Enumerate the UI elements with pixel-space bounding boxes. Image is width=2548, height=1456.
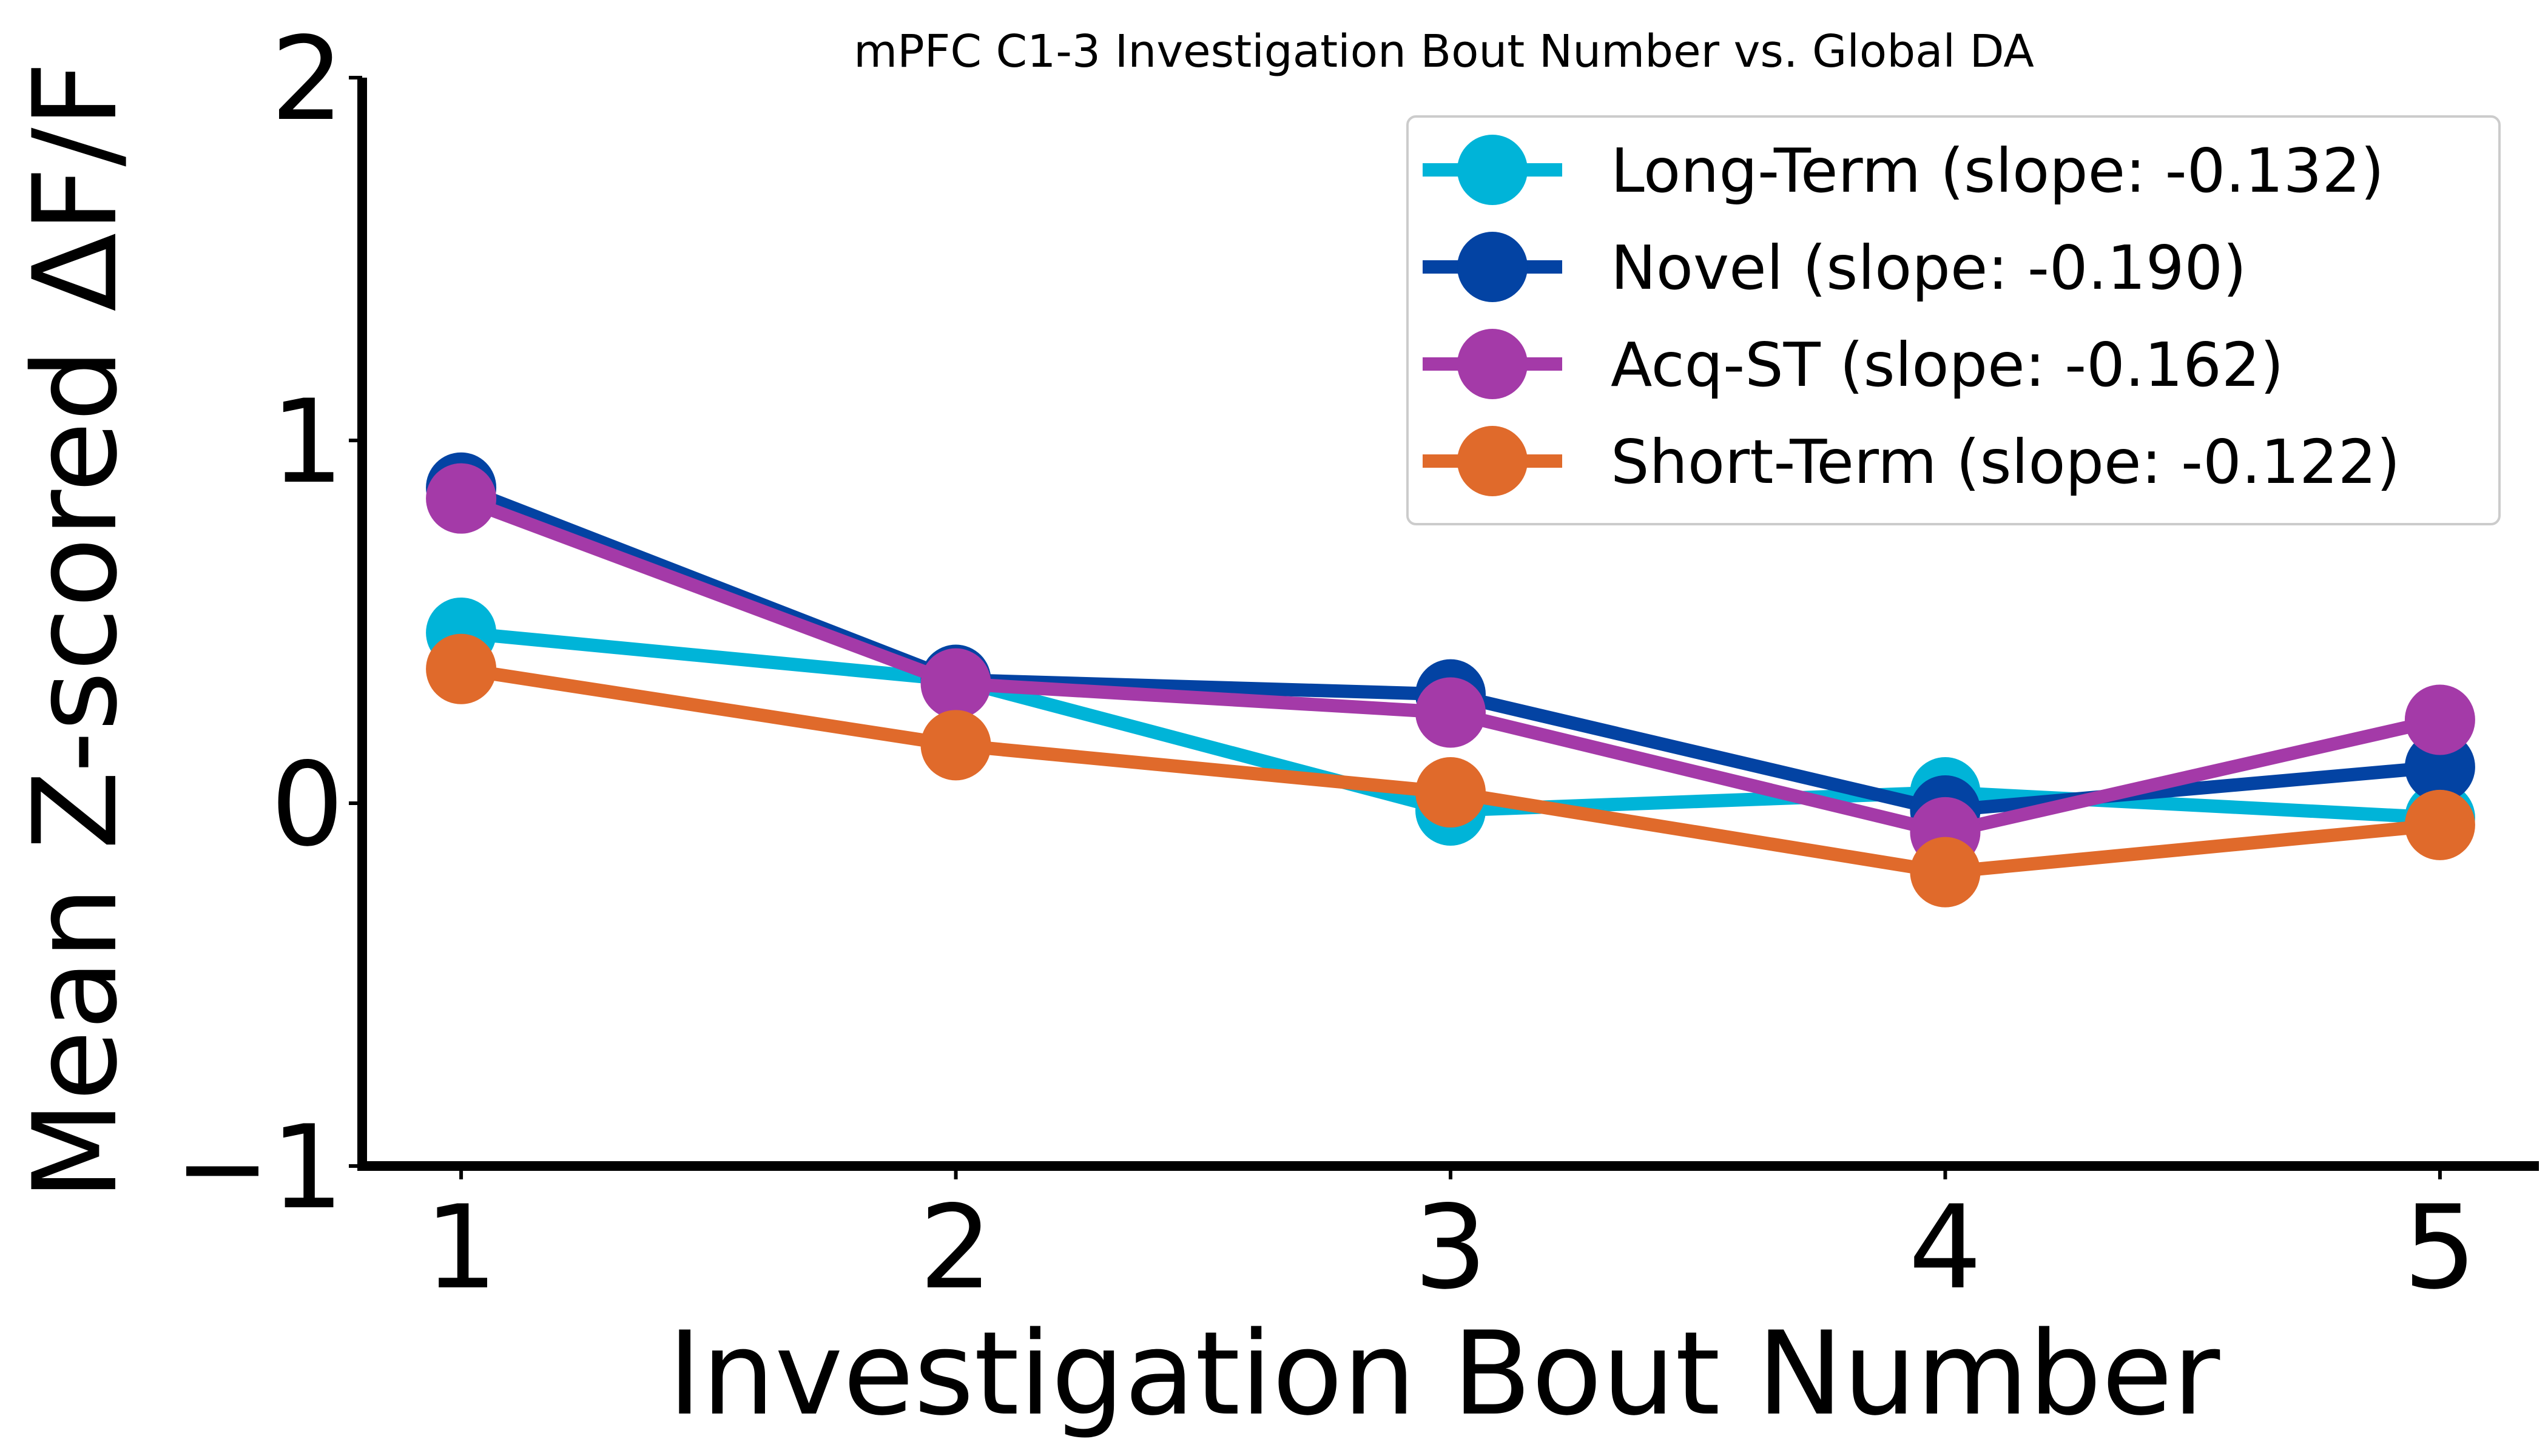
x-tick-label: 4 xyxy=(1909,1181,1982,1315)
legend: Long-Term (slope: -0.132) Novel (slope: -… xyxy=(1406,115,2501,525)
x-axis-label: Investigation Bout Number xyxy=(668,1307,2220,1441)
y-ticks: −1 0 1 2 xyxy=(174,12,362,1235)
legend-item: Long-Term (slope: -0.132) xyxy=(1423,135,2384,206)
legend-marker xyxy=(1457,329,1528,399)
legend-marker xyxy=(1457,232,1528,302)
data-point xyxy=(1415,677,1486,748)
chart-title: mPFC C1-3 Investigation Bout Number vs. … xyxy=(854,25,2034,78)
legend-item: Novel (slope: -0.190) xyxy=(1423,232,2246,303)
x-tick-label: 5 xyxy=(2403,1181,2476,1315)
x-tick-label: 3 xyxy=(1414,1181,1488,1315)
data-point xyxy=(426,633,497,704)
series-group xyxy=(426,452,2475,908)
y-axis-label: Mean Z-scored ΔF/F xyxy=(8,61,143,1201)
y-tick-label: 1 xyxy=(271,375,344,509)
data-point xyxy=(1415,757,1486,828)
x-ticks: 1 2 3 4 5 xyxy=(425,1166,2476,1315)
data-point xyxy=(2404,789,2475,860)
legend-label: Short-Term (slope: -0.122) xyxy=(1611,426,2400,497)
legend-label: Long-Term (slope: -0.132) xyxy=(1611,135,2384,206)
legend-box xyxy=(1406,115,2501,525)
legend-label: Acq-ST (slope: -0.162) xyxy=(1611,329,2283,400)
data-point xyxy=(920,710,991,781)
x-tick-label: 2 xyxy=(919,1181,993,1315)
legend-marker xyxy=(1457,135,1528,205)
data-point xyxy=(426,463,497,534)
legend-label: Novel (slope: -0.190) xyxy=(1611,232,2246,303)
data-point xyxy=(920,648,991,719)
series-2 xyxy=(426,463,2475,868)
legend-marker xyxy=(1457,426,1528,496)
legend-item: Short-Term (slope: -0.122) xyxy=(1423,426,2400,497)
legend-item: Acq-ST (slope: -0.162) xyxy=(1423,329,2283,400)
data-point xyxy=(1910,837,1981,908)
series-3 xyxy=(426,633,2475,908)
y-tick-label: 0 xyxy=(271,738,344,872)
x-tick-label: 1 xyxy=(425,1181,498,1315)
y-tick-label: −1 xyxy=(174,1100,344,1235)
y-tick-label: 2 xyxy=(271,12,344,146)
data-point xyxy=(2404,684,2475,755)
